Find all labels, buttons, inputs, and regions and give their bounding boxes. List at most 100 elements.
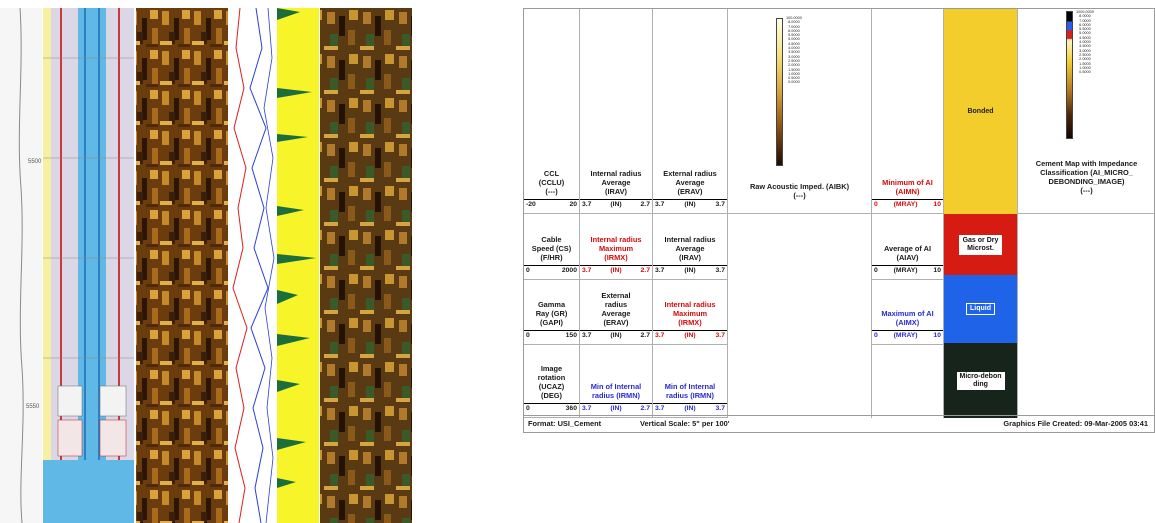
cement-map-color-bar [1066,11,1073,139]
scale-value: 2.7 [640,405,650,412]
curve-title: Gamma Ray (GR) (GAPI) [535,300,568,327]
scale-value: 10 [933,201,941,208]
curve-header-cell: CCL (CCLU) (---) -20 20 [524,9,579,214]
curve-scale: 0 360 [524,403,579,413]
scale-value: (IN) [610,201,622,208]
curve-title: Internal radius Maximum (IRMX) [664,300,716,327]
curve-header-cell: Average of AI (AIAV) 0 (MRAY) 10 [872,214,943,280]
curve-scale: 0 (MRAY) 10 [872,265,943,275]
scale-value: (MRAY) [893,267,918,274]
scale-value: 10 [933,267,941,274]
curve-title: Cable Speed (CS) (F/HR) [531,235,572,262]
curve-title: CCL (CCLU) (---) [538,169,565,196]
header-column-ccl: CCL (CCLU) (---) -20 20 Cable Speed (CS) (F… [524,9,580,418]
scale-value: (IN) [684,267,696,274]
scale-value: (MRAY) [893,332,918,339]
curve-title: Image rotation (UCAZ) (DEG) [537,364,566,400]
classification-block: Gas or Dry Microst. [944,214,1017,275]
raw-acoustic-cell: 100.0000 8.0000 7.0000 6.0000 5.5000 5.0… [728,9,871,214]
classification-block: Liquid [944,275,1017,343]
footer-vertical-scale: Vertical Scale: 5" per 100' [640,419,730,428]
curve-header-cell: Internal radius Average (IRAV) 3.7 (IN) 2.7 [580,9,652,214]
impedance-scale-labels: 100.0000 8.0000 7.0000 6.0000 5.5000 5.0… [786,16,802,85]
header-column-ai: Minimum of AI (AIMN) 0 (MRAY) 10 Average of … [872,9,944,418]
curve-title: Minimum of AI (AIMN) [882,178,933,196]
curve-header-cell: Image rotation (UCAZ) (DEG) 0 360 [524,345,579,418]
classification-block: Bonded [944,9,1017,214]
scale-value: 150 [565,332,577,339]
scale-value: (IN) [610,332,622,339]
curve-header-cell: Min of Internal radius (IRMN) 3.7 (IN) 3.7 [653,345,727,418]
scale-value: 10 [933,332,941,339]
curve-scale: 3.7 (IN) 3.7 [653,403,727,413]
curve-title: External radius Average (ERAV) [601,291,631,327]
curve-header-cell: Cable Speed (CS) (F/HR) 0 2000 [524,214,579,280]
scale-value: (IN) [610,405,622,412]
scale-value: (IN) [684,332,696,339]
classification-label: Bonded [967,107,994,115]
curve-scale: 3.7 (IN) 2.7 [580,199,652,209]
cement-map-cell: 1000.0000 8.0000 7.0000 6.0000 5.5000 5.… [1018,9,1155,214]
curve-header-cell: Internal radius Average (IRAV) 3.7 (IN) 3.7 [653,214,727,280]
header-column-classification: Bonded Gas or Dry Microst. Liquid Micro-deb… [944,9,1018,418]
scale-value: 3.7 [582,405,592,412]
header-column-radius-2: External radius Average (ERAV) 3.7 (IN) 3.7… [653,9,728,418]
footer-format: Format: USI_Cement [528,419,602,428]
scale-value: 0 [874,267,878,274]
curve-header-cell: Gamma Ray (GR) (GAPI) 0 150 [524,280,579,345]
classification-label: Liquid [966,303,995,315]
scale-value: 3.7 [655,405,665,412]
scale-value: 0 [526,405,530,412]
curve-title: Internal radius Average (IRAV) [590,169,642,196]
curve-header-cell: External radius Average (ERAV) 3.7 (IN) 3.7 [653,9,727,214]
curve-header-cell: Min of Internal radius (IRMN) 3.7 (IN) 2.7 [580,345,652,418]
scale-value: 3.7 [715,332,725,339]
scale-value: 3.7 [655,332,665,339]
scale-value: 0 [526,267,530,274]
classification-label: Gas or Dry Microst. [958,234,1003,255]
scale-value: 0 [874,201,878,208]
curve-scale: 0 150 [524,330,579,340]
header-column-radius-1: Internal radius Average (IRAV) 3.7 (IN) 2.7… [580,9,653,418]
scale-value: 2.7 [640,267,650,274]
scale-value: 20 [569,201,577,208]
scale-value: 0 [874,332,878,339]
curve-scale: -20 20 [524,199,579,209]
cement-map-caption: Cement Map with Impedance Classification… [1035,159,1138,195]
scale-value: 2000 [561,267,577,274]
curve-header-cell: Maximum of AI (AIMX) 0 (MRAY) 10 [872,280,943,345]
curve-scale: 0 2000 [524,265,579,275]
footer-created: Graphics File Created: 09-Mar-2005 03:41 [1003,419,1148,428]
curve-header-cell: Internal radius Maximum (IRMX) 3.7 (IN) 3.7 [653,280,727,345]
svg-text:5500: 5500 [28,159,42,165]
header-column-raw-acoustic: 100.0000 8.0000 7.0000 6.0000 5.5000 5.0… [728,9,872,418]
curve-title: Internal radius Average (IRAV) [664,235,716,262]
curve-scale: 3.7 (IN) 3.7 [653,265,727,275]
scale-value: 3.7 [715,405,725,412]
curve-scale: 3.7 (IN) 3.7 [653,330,727,340]
scale-value: 3.7 [655,267,665,274]
scale-value: 0 [526,332,530,339]
curve-title: Min of Internal radius (IRMN) [664,382,716,400]
scale-value: 3.7 [655,201,665,208]
scale-value: (IN) [684,405,696,412]
curve-header-cell: External radius Average (ERAV) 3.7 (IN) 2.7 [580,280,652,345]
curve-title: External radius Average (ERAV) [663,169,717,196]
scale-value: (IN) [610,267,622,274]
cement-log-image: 5500 5550 [0,8,412,523]
curve-scale: 3.7 (IN) 2.7 [580,403,652,413]
curve-header-cell: Internal radius Maximum (IRMX) 3.7 (IN) 2.7 [580,214,652,280]
scale-value: 3.7 [715,201,725,208]
curve-scale: 3.7 (IN) 3.7 [653,199,727,209]
scale-value: -20 [526,201,536,208]
scale-value: 2.7 [640,201,650,208]
scale-value: 3.7 [715,267,725,274]
scale-value: (MRAY) [893,201,918,208]
scale-value: 3.7 [582,332,592,339]
scale-value: 360 [565,405,577,412]
curve-title: Average of AI (AIAV) [883,244,932,262]
impedance-color-bar [776,18,783,166]
curve-scale: 3.7 (IN) 2.7 [580,330,652,340]
scale-value: (IN) [684,201,696,208]
classification-block: Micro-debon ding [944,343,1017,418]
